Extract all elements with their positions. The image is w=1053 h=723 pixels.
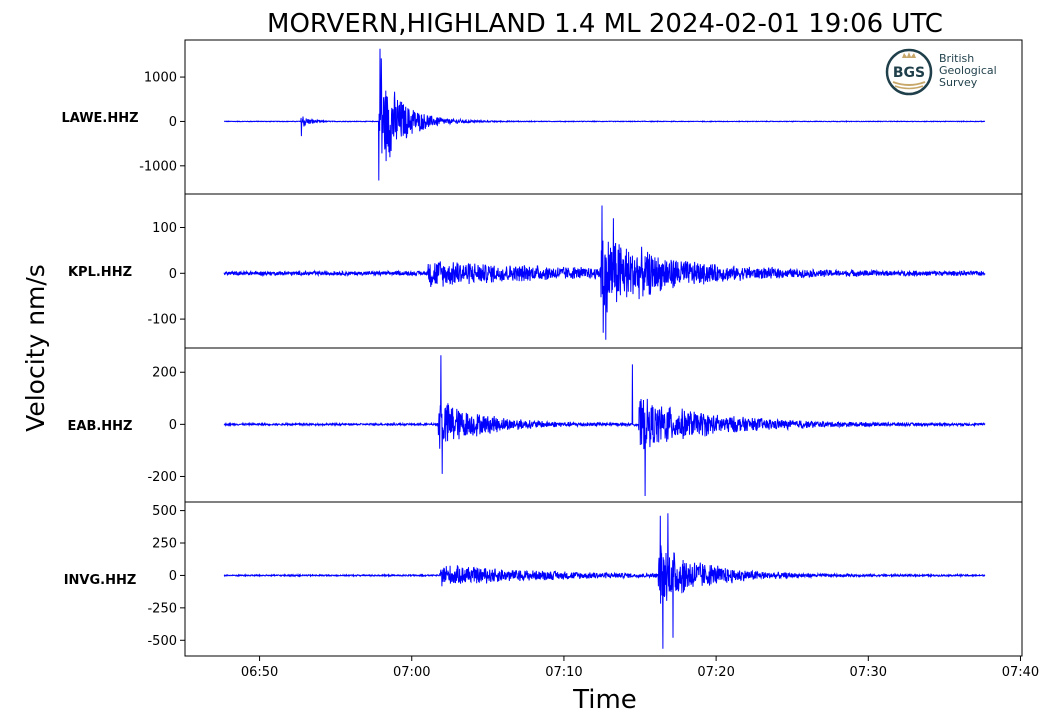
x-tick-label: 07:10 [545,665,582,680]
station-label: KPL.HHZ [68,265,132,280]
panel-kpl-hhz: KPL.HHZ 100 0 -100 [68,193,1023,349]
panel-frame [184,501,1023,657]
panel-frame [184,39,1023,195]
x-axis: 06:50 07:00 07:10 07:20 07:30 07:40 [241,656,1039,680]
y-tick-label: -250 [147,601,177,616]
waveform-trace-invg-hhz [223,513,986,649]
station-label: INVG.HHZ [64,573,137,588]
chart-title: MORVERN,HIGHLAND 1.4 ML 2024-02-01 19:06… [267,9,943,39]
y-tick-label: 0 [169,418,177,433]
panel-eab-hhz: EAB.HHZ 200 0 -200 [68,347,1023,503]
y-tick-label: 1000 [144,71,177,86]
y-tick-label: 0 [169,267,177,282]
y-tick-label: 500 [152,504,177,519]
x-tick-label: 07:00 [393,665,430,680]
y-tick-label: -100 [147,313,177,328]
panel-lawe-hhz: LAWE.HHZ 1000 0 -1000 [61,39,1023,195]
station-label: EAB.HHZ [68,419,133,434]
crown-icon [902,52,916,58]
y-tick-label: 0 [169,569,177,584]
logo-line-2: Geological [939,64,997,77]
bgs-logo: BGS British Geological Survey [885,48,997,96]
x-tick-label: 07:20 [697,665,734,680]
logo-abbr: BGS [893,65,925,81]
panel-invg-hhz: INVG.HHZ 500 250 0 -250 -500 [64,501,1023,657]
x-tick-label: 06:50 [241,665,278,680]
waveform-trace-kpl-hhz [223,205,986,340]
y-tick-label: 250 [152,537,177,552]
x-tick-label: 07:40 [1002,665,1039,680]
y-tick-label: 100 [152,221,177,236]
y-tick-label: -500 [147,634,177,649]
logo-wave-icon [892,81,926,86]
y-tick-label: 0 [169,115,177,130]
panels: LAWE.HHZ10000-1000KPL.HHZ1000-100EAB.HHZ… [61,39,1023,657]
y-tick-label: 200 [152,366,177,381]
logo-ring-icon [885,48,933,96]
x-axis-label: Time [572,685,637,715]
logo-line-3: Survey [939,76,978,89]
y-tick-label: -1000 [139,159,177,174]
y-tick-label: -200 [147,470,177,485]
logo-wave-icon [894,85,924,90]
waveform-trace-lawe-hhz [223,48,986,181]
waveform-trace-eab-hhz [223,355,986,497]
x-tick-label: 07:30 [850,665,887,680]
station-label: LAWE.HHZ [61,111,138,126]
logo-line-1: British [939,52,974,65]
y-axis-label: Velocity nm/s [21,264,50,432]
